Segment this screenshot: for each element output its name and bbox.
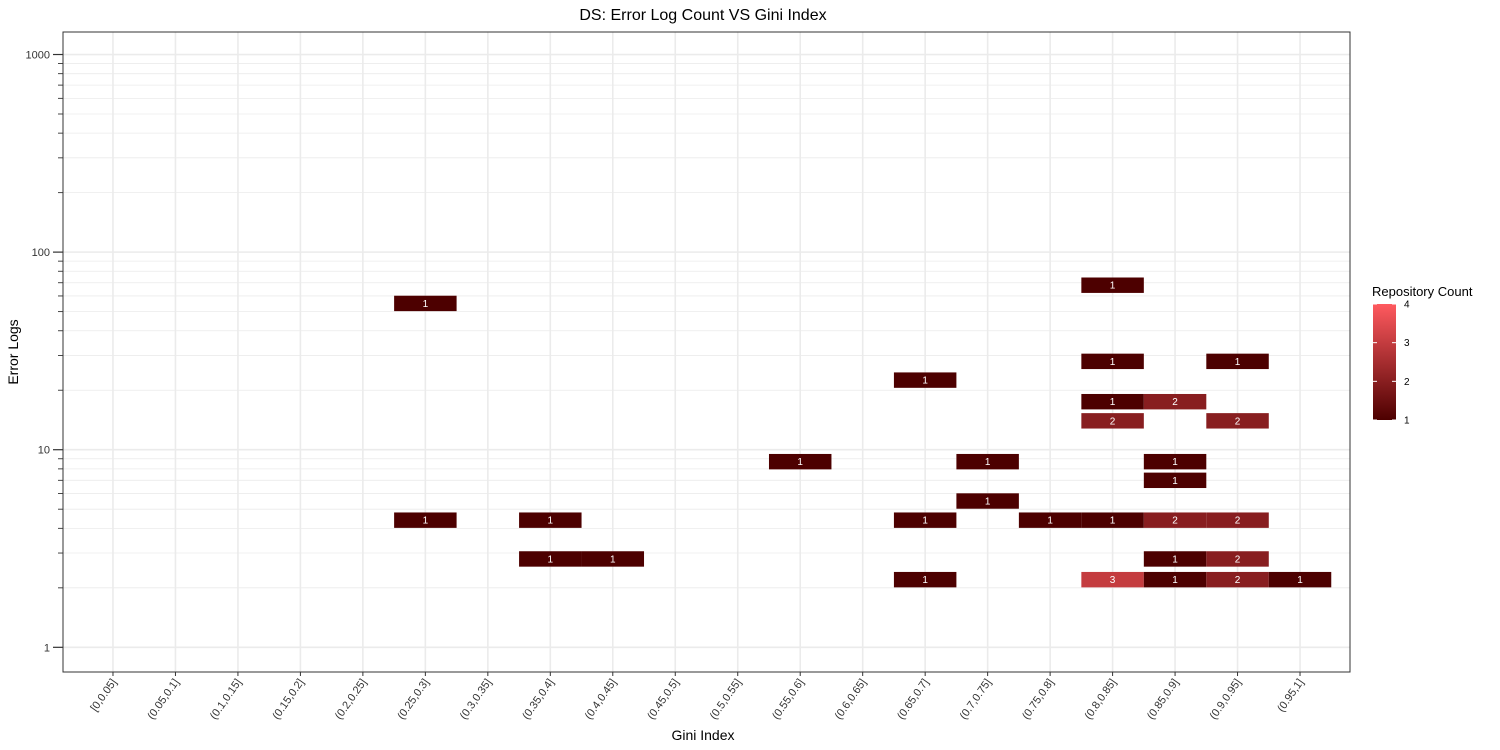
x-axis-title: Gini Index [671, 727, 734, 743]
heatmap-cells: 1 1 1 1 1 1 1 1 1 1 1 1 1 1 1 2 1 3 2 1 1 2 1 1 1 2 2 2 2 1 [394, 277, 1332, 588]
legend-color-bar [1373, 304, 1396, 420]
x-tick-label: (0.8,0.85] [1083, 677, 1119, 722]
legend-tick-label: 3 [1404, 338, 1410, 349]
x-tick-label: (0.5,0.55] [708, 677, 744, 722]
heatmap-cell [1206, 512, 1269, 528]
y-axis: 1 10 100 1000 [26, 50, 63, 654]
legend-tick-label: 2 [1404, 377, 1410, 388]
cell-value-label: 1 [922, 376, 928, 387]
heatmap-cell [394, 512, 457, 528]
cell-value-label: 1 [1172, 457, 1178, 468]
x-tick-label: (0.05,0.1] [145, 677, 181, 722]
cell-value-label: 1 [797, 457, 803, 468]
x-tick-label: (0.35,0.4] [520, 677, 556, 722]
heatmap-cell [581, 551, 645, 567]
x-tick-label: (0.6,0.65] [833, 677, 869, 722]
heatmap-cell [1081, 277, 1144, 293]
y-tick-label: 1000 [26, 50, 50, 62]
cell-value-label: 1 [1172, 575, 1178, 586]
heatmap-cell [1081, 571, 1144, 588]
heatmap-cell [893, 571, 957, 588]
cell-value-label: 1 [548, 554, 554, 565]
cell-value-label: 1 [1110, 281, 1116, 292]
heatmap-cell [893, 372, 957, 388]
heatmap-cell [394, 295, 457, 312]
x-tick-label: (0.7,0.75] [958, 677, 994, 722]
y-tick-label: 1 [44, 642, 50, 654]
heatmap-cell [1268, 571, 1332, 588]
heatmap-cell [893, 512, 957, 528]
cell-value-label: 2 [1235, 516, 1241, 527]
heatmap-cell [1143, 571, 1207, 588]
cell-value-label: 1 [922, 575, 928, 586]
heatmap-cell [1143, 453, 1207, 470]
x-tick-label: (0.9,0.95] [1208, 677, 1244, 722]
x-tick-label: (0.2,0.25] [333, 677, 369, 722]
cell-value-label: 1 [1297, 575, 1303, 586]
x-tick-label: (0.95,1] [1275, 677, 1306, 714]
cell-value-label: 1 [423, 516, 429, 527]
cell-value-label: 1 [1110, 357, 1116, 368]
y-tick-label: 10 [38, 445, 50, 457]
plot-panel-border [62, 31, 1351, 673]
heatmap-cell [519, 551, 582, 567]
heatmap-cell [1081, 353, 1144, 370]
cell-value-label: 1 [1047, 516, 1053, 527]
heatmap-cell [768, 453, 832, 470]
heatmap-cell [1143, 393, 1207, 410]
x-tick-label: (0.15,0.2] [270, 677, 306, 722]
heatmap-cell [1081, 413, 1144, 429]
heatmap-cell [1081, 393, 1144, 410]
x-tick-label: (0.4,0.45] [583, 677, 619, 722]
cell-value-label: 1 [985, 497, 991, 508]
x-tick-label: (0.75,0.8] [1020, 677, 1056, 722]
legend-tick-label: 4 [1404, 300, 1410, 311]
y-axis-title: Error Logs [5, 319, 21, 384]
heatmap-cell [1206, 551, 1269, 567]
cell-value-label: 1 [610, 554, 616, 565]
heatmap-cell [519, 512, 582, 528]
cell-value-label: 1 [985, 457, 991, 468]
cell-value-label: 1 [1110, 516, 1116, 527]
heatmap-cell [956, 453, 1019, 470]
chart-title: DS: Error Log Count VS Gini Index [579, 7, 826, 24]
x-tick-label: (0.55,0.6] [770, 677, 806, 722]
heatmap-cell [1081, 512, 1144, 528]
cell-value-label: 1 [1172, 554, 1178, 565]
cell-value-label: 1 [1110, 397, 1116, 408]
x-tick-label: (0.65,0.7] [895, 677, 931, 722]
heatmap-cell [1206, 571, 1269, 588]
heatmap-cell [1143, 551, 1207, 567]
heatmap-cell [1143, 512, 1207, 528]
cell-value-label: 2 [1235, 575, 1241, 586]
cell-value-label: 1 [1172, 476, 1178, 487]
heatmap-cell [956, 493, 1019, 509]
legend-tick-label: 1 [1404, 416, 1410, 427]
cell-value-label: 2 [1235, 554, 1241, 565]
cell-value-label: 1 [1235, 357, 1241, 368]
cell-value-label: 1 [423, 299, 429, 310]
cell-value-label: 2 [1235, 416, 1241, 427]
x-tick-label: (0.85,0.9] [1145, 677, 1181, 722]
cell-value-label: 3 [1110, 575, 1116, 586]
cell-value-label: 1 [548, 516, 554, 527]
heatmap-cell [1143, 472, 1207, 489]
x-tick-label: (0.45,0.5] [645, 677, 681, 722]
x-tick-label: (0.25,0.3] [395, 677, 431, 722]
x-tick-label: (0.1,0.15] [208, 677, 244, 722]
heatmap-cell [1206, 413, 1269, 429]
x-axis: [0,0.05] (0.05,0.1] (0.1,0.15] (0.15,0.2] (0… [89, 672, 1306, 722]
y-tick-label: 100 [32, 247, 50, 259]
x-tick-label: (0.3,0.35] [458, 677, 494, 722]
heatmap-cell [1018, 512, 1082, 528]
legend-title: Repository Count [1372, 284, 1473, 299]
cell-value-label: 1 [922, 516, 928, 527]
x-tick-label: [0,0.05] [89, 677, 120, 714]
cell-value-label: 2 [1110, 416, 1116, 427]
legend: Repository Count 1 2 3 4 [1372, 284, 1473, 427]
heatmap-cell [1206, 353, 1269, 370]
cell-value-label: 2 [1172, 516, 1178, 527]
cell-value-label: 2 [1172, 397, 1178, 408]
